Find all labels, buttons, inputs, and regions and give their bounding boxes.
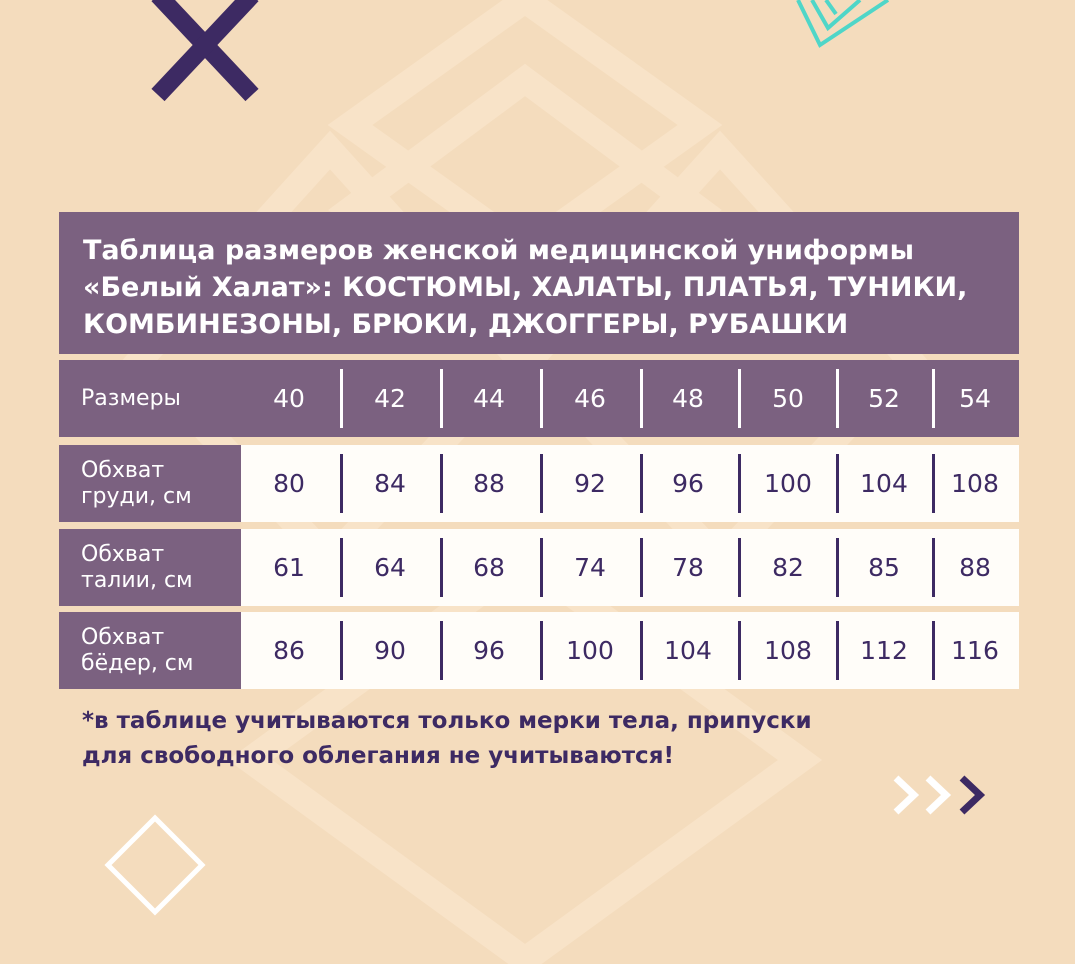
- table-cell: 96: [672, 469, 704, 498]
- row-label: Обхват бёдер, см: [59, 612, 241, 689]
- table-row: Обхват бёдер, см 86 90 96 100 104 108 112 116: [59, 612, 1019, 689]
- table-cell: 92: [574, 469, 606, 498]
- column-divider: [640, 621, 643, 680]
- table-cell: 84: [374, 469, 406, 498]
- column-divider: [340, 369, 343, 428]
- table-cell: 68: [473, 553, 505, 582]
- table-cell: 85: [868, 553, 900, 582]
- table-cell: 86: [273, 636, 305, 665]
- row-cells: 61 64 68 74 78 82 85 88: [241, 529, 1019, 606]
- table-cell: 104: [664, 636, 712, 665]
- column-divider: [440, 538, 443, 597]
- table-cell: 108: [951, 469, 999, 498]
- footnote-line: для свободного облегания не учитываются!: [82, 743, 674, 769]
- row-label-text: талии, см: [81, 567, 193, 593]
- column-divider: [540, 369, 543, 428]
- table-cell: 78: [672, 553, 704, 582]
- table-cell: 82: [772, 553, 804, 582]
- table-cell: 54: [959, 384, 991, 413]
- table-cell: 42: [374, 384, 406, 413]
- table-cell: 88: [959, 553, 991, 582]
- row-cells: 86 90 96 100 104 108 112 116: [241, 612, 1019, 689]
- row-label-text: Обхват: [81, 457, 165, 483]
- column-divider: [836, 369, 839, 428]
- row-label-text: Обхват: [81, 624, 165, 650]
- diamond-outline-icon: [104, 814, 206, 916]
- column-divider: [738, 369, 741, 428]
- row-label-text: груди, см: [81, 483, 192, 509]
- column-divider: [440, 621, 443, 680]
- row-label: Размеры: [59, 360, 241, 437]
- table-cell: 112: [860, 636, 908, 665]
- table-cell: 88: [473, 469, 505, 498]
- table-cell: 80: [273, 469, 305, 498]
- table-cell: 50: [772, 384, 804, 413]
- page-title: Таблица размеров женской медицинской уни…: [59, 212, 1019, 354]
- title-line: «Белый Халат»: КОСТЮМЫ, ХАЛАТЫ, ПЛАТЬЯ, …: [83, 272, 968, 303]
- table-cell: 61: [273, 553, 305, 582]
- footnote: *в таблице учитываются только мерки тела…: [82, 704, 812, 774]
- row-label-text: Обхват: [81, 541, 165, 567]
- table-cell: 116: [951, 636, 999, 665]
- cross-icon: [151, 0, 259, 102]
- table-cell: 96: [473, 636, 505, 665]
- column-divider: [540, 538, 543, 597]
- row-label: Обхват груди, см: [59, 445, 241, 522]
- table-row: Обхват груди, см 80 84 88 92 96 100 104 108: [59, 445, 1019, 522]
- table-cell: 90: [374, 636, 406, 665]
- title-line: КОМБИНЕЗОНЫ, БРЮКИ, ДЖОГГЕРЫ, РУБАШКИ: [83, 309, 849, 340]
- row-label-text: бёдер, см: [81, 650, 194, 676]
- column-divider: [340, 621, 343, 680]
- table-cell: 44: [473, 384, 505, 413]
- column-divider: [540, 454, 543, 513]
- row-cells: 80 84 88 92 96 100 104 108: [241, 445, 1019, 522]
- column-divider: [540, 621, 543, 680]
- table-cell: 100: [566, 636, 614, 665]
- teal-chevron-lines-icon: [796, 0, 890, 48]
- column-divider: [738, 621, 741, 680]
- row-cells: 40 42 44 46 48 50 52 54: [241, 360, 1019, 437]
- column-divider: [932, 538, 935, 597]
- column-divider: [836, 538, 839, 597]
- column-divider: [932, 369, 935, 428]
- table-cell: 48: [672, 384, 704, 413]
- table-row: Обхват талии, см 61 64 68 74 78 82 85 88: [59, 529, 1019, 606]
- table-cell: 52: [868, 384, 900, 413]
- column-divider: [932, 454, 935, 513]
- column-divider: [640, 538, 643, 597]
- column-divider: [340, 538, 343, 597]
- column-divider: [640, 369, 643, 428]
- column-divider: [440, 454, 443, 513]
- table-cell: 40: [273, 384, 305, 413]
- title-line: Таблица размеров женской медицинской уни…: [83, 235, 915, 266]
- table-cell: 108: [764, 636, 812, 665]
- column-divider: [640, 454, 643, 513]
- table-cell: 74: [574, 553, 606, 582]
- column-divider: [738, 454, 741, 513]
- table-cell: 46: [574, 384, 606, 413]
- column-divider: [932, 621, 935, 680]
- footnote-line: *в таблице учитываются только мерки тела…: [82, 708, 812, 734]
- chevrons-right-icon: [893, 775, 986, 815]
- column-divider: [440, 369, 443, 428]
- table-header-row: Размеры 40 42 44 46 48 50 52 54: [59, 360, 1019, 437]
- row-label: Обхват талии, см: [59, 529, 241, 606]
- column-divider: [738, 538, 741, 597]
- row-label-text: Размеры: [81, 385, 181, 411]
- table-cell: 64: [374, 553, 406, 582]
- column-divider: [836, 621, 839, 680]
- column-divider: [836, 454, 839, 513]
- table-cell: 100: [764, 469, 812, 498]
- column-divider: [340, 454, 343, 513]
- table-cell: 104: [860, 469, 908, 498]
